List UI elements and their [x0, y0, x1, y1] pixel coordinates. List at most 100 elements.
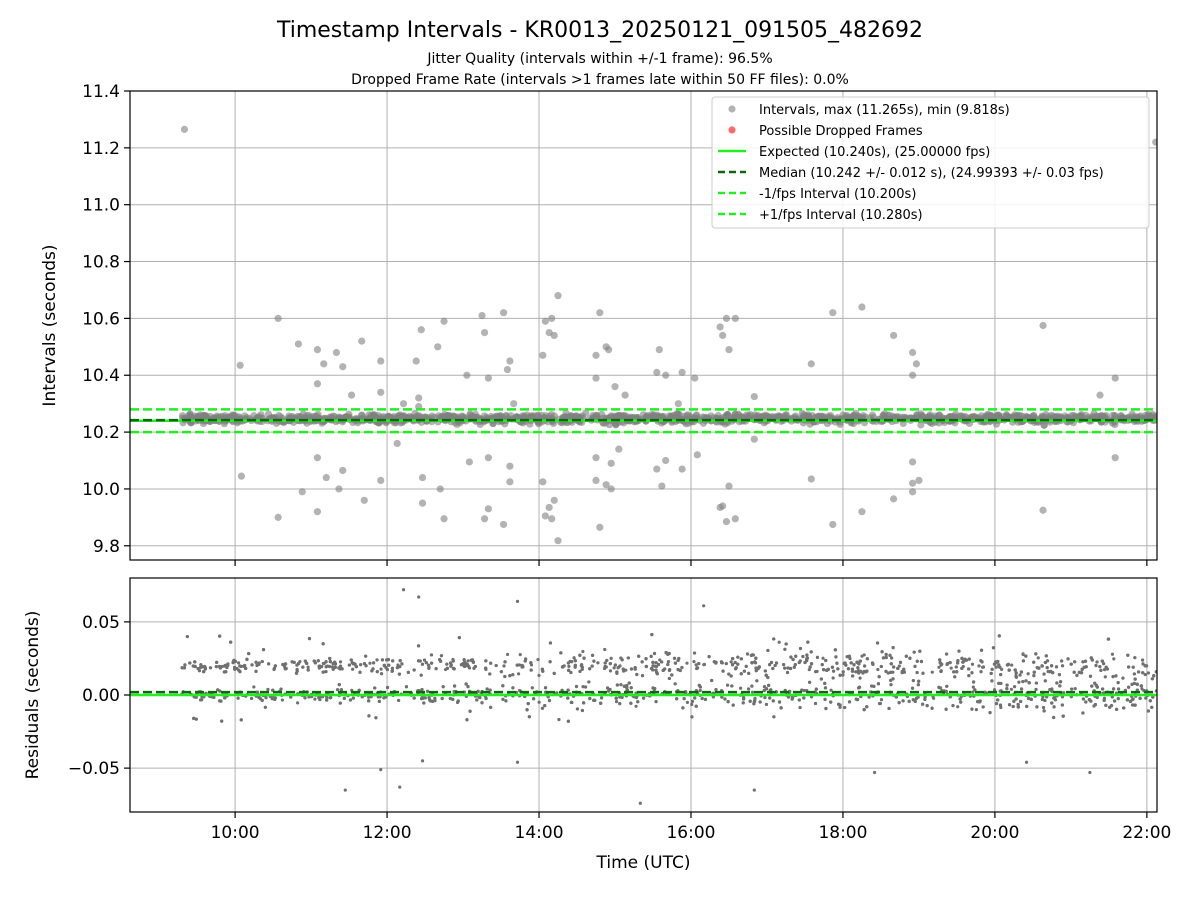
residual-point	[1116, 681, 1120, 685]
residual-point	[863, 664, 867, 668]
residuals-panel: −0.05 0.00 0.05 10:00 12:00 14:00 16:00 18:00 20…	[23, 577, 1171, 873]
residual-point	[771, 666, 775, 671]
residual-point	[1062, 691, 1066, 695]
interval-outlier-point	[393, 439, 401, 448]
residual-point	[900, 669, 904, 674]
residual-point	[1144, 696, 1148, 700]
interval-outlier-point	[548, 314, 556, 322]
interval-outlier-point	[592, 454, 600, 462]
interval-point	[861, 413, 869, 421]
residual-point	[254, 669, 258, 673]
residual-point	[352, 661, 356, 666]
residual-point	[605, 686, 610, 690]
residual-point	[865, 657, 869, 661]
residual-point	[685, 661, 689, 665]
residual-point	[731, 703, 735, 707]
residual-point	[831, 676, 835, 680]
residual-point	[793, 663, 797, 667]
interval-outlier-point	[662, 371, 670, 379]
residual-point	[456, 699, 460, 703]
interval-point	[612, 421, 620, 429]
residual-point	[996, 698, 1000, 702]
intervals-axes-frame	[129, 90, 1158, 561]
interval-outlier-point	[908, 458, 917, 466]
residual-point	[697, 661, 701, 666]
interval-outlier-point	[592, 374, 600, 382]
interval-outlier-point	[360, 496, 368, 504]
interval-outlier-point	[908, 488, 917, 496]
residual-point	[313, 697, 317, 701]
residual-point	[1132, 672, 1136, 676]
residual-point	[797, 660, 801, 665]
residual-point	[823, 697, 827, 701]
residual-point	[328, 660, 332, 664]
residual-point	[750, 690, 755, 694]
residual-point	[821, 656, 825, 660]
residual-point	[814, 687, 818, 691]
residual-point	[1014, 675, 1018, 679]
interval-point	[1102, 412, 1110, 420]
residual-point	[590, 664, 594, 668]
residual-point	[915, 670, 919, 675]
residual-point	[296, 701, 300, 705]
residual-point	[592, 698, 596, 702]
residual-point	[680, 665, 684, 670]
interval-outlier-point	[480, 329, 489, 337]
interval-point	[1069, 411, 1077, 419]
residual-point	[673, 661, 678, 665]
legend-label: Median (10.242 +/- 0.012 s), (24.99393 +…	[759, 166, 1104, 181]
x-tick-label: 20:00	[970, 823, 1019, 843]
residual-point	[748, 699, 752, 703]
residual-point	[406, 670, 410, 674]
residual-point	[958, 697, 962, 701]
residual-point	[640, 674, 645, 678]
residual-point	[971, 690, 975, 694]
residual-point	[901, 699, 905, 703]
interval-outlier-point	[415, 394, 423, 402]
interval-point	[850, 411, 858, 419]
residual-point	[820, 662, 824, 667]
residual-point	[626, 656, 630, 660]
residual-point	[1051, 671, 1055, 675]
residual-point	[218, 689, 222, 693]
residual-point	[1104, 703, 1108, 707]
y-tick-label: 10.6	[82, 309, 120, 329]
residual-point	[371, 661, 376, 665]
residual-point	[619, 683, 623, 687]
residual-point	[1048, 670, 1052, 674]
residual-point	[362, 662, 367, 666]
interval-outlier-point	[915, 476, 923, 485]
residual-point	[955, 670, 959, 674]
interval-outlier-point	[339, 363, 347, 371]
interval-outlier-point	[484, 454, 492, 462]
interval-outlier-point	[348, 391, 356, 399]
residual-point	[823, 686, 828, 690]
residual-point	[327, 664, 332, 669]
interval-point	[723, 410, 732, 419]
residual-point	[636, 700, 640, 704]
residual-point	[654, 661, 658, 665]
residual-point	[1150, 677, 1154, 681]
residual-point	[637, 654, 641, 658]
residual-point	[698, 688, 702, 693]
residual-point	[1011, 704, 1015, 709]
y-axis-label: Intervals (seconds)	[40, 244, 60, 406]
residual-point	[541, 669, 545, 673]
interval-point	[450, 413, 458, 421]
residual-point	[614, 696, 618, 700]
residual-point	[819, 677, 823, 681]
residual-point	[988, 710, 992, 715]
residual-point	[801, 654, 805, 659]
residual-outlier-point	[379, 767, 383, 772]
interval-outlier-point	[611, 383, 619, 391]
residual-point	[238, 664, 242, 668]
residual-point	[423, 696, 427, 700]
residual-point	[640, 660, 644, 664]
residual-point	[581, 685, 585, 689]
residual-point	[578, 669, 582, 674]
residual-point	[771, 699, 775, 703]
residual-point	[422, 701, 426, 705]
residual-point	[1081, 660, 1085, 664]
residual-point	[572, 656, 576, 660]
residual-point	[384, 665, 388, 670]
